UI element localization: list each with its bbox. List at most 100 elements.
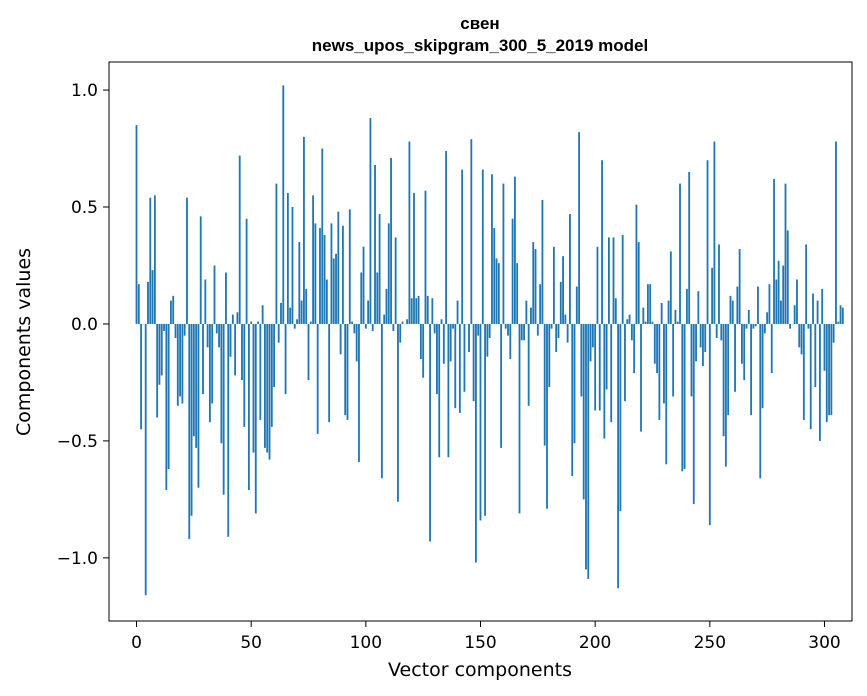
bar-component-269 xyxy=(752,323,755,329)
bar-component-167 xyxy=(518,323,521,514)
bar-component-69 xyxy=(293,323,296,329)
bar-component-225 xyxy=(651,321,654,324)
bar-component-166 xyxy=(516,263,519,324)
bar-component-284 xyxy=(786,230,789,324)
y-tick-label: 0.0 xyxy=(71,315,98,335)
bar-component-5 xyxy=(147,281,149,324)
bar-component-137 xyxy=(449,323,452,362)
bar-component-297 xyxy=(816,300,819,324)
bar-component-101 xyxy=(367,300,370,324)
bar-component-105 xyxy=(376,272,379,324)
bar-component-140 xyxy=(456,300,459,324)
bar-component-176 xyxy=(539,284,542,324)
bar-component-121 xyxy=(413,192,415,324)
bar-component-303 xyxy=(830,323,833,416)
bar-component-118 xyxy=(406,319,409,324)
bar-component-130 xyxy=(433,323,436,334)
bar-component-107 xyxy=(380,323,383,479)
bar-component-283 xyxy=(784,183,787,324)
bar-component-103 xyxy=(371,323,374,331)
bar-component-207 xyxy=(610,323,613,423)
bar-component-133 xyxy=(440,319,443,324)
bar-component-50 xyxy=(250,321,253,324)
bar-component-246 xyxy=(699,323,702,348)
bar-component-178 xyxy=(543,323,546,446)
bar-component-66 xyxy=(286,192,289,324)
bar-component-37 xyxy=(220,323,223,444)
bar-component-43 xyxy=(234,323,237,376)
bar-component-249 xyxy=(706,160,709,324)
bar-component-93 xyxy=(348,209,351,324)
bar-component-62 xyxy=(277,323,280,343)
bar-component-40 xyxy=(227,323,230,537)
bar-component-165 xyxy=(513,176,516,324)
bar-component-216 xyxy=(630,323,633,341)
bar-component-2 xyxy=(140,323,143,430)
bar-component-28 xyxy=(199,216,202,324)
bar-component-251 xyxy=(711,267,714,324)
bar-component-113 xyxy=(394,237,397,324)
y-tick-label: −1.0 xyxy=(57,549,98,569)
bar-component-146 xyxy=(470,139,473,324)
bar-component-97 xyxy=(358,323,360,462)
bar-component-245 xyxy=(697,291,700,324)
bar-component-241 xyxy=(688,171,691,324)
bar-component-262 xyxy=(736,286,739,324)
bar-component-16 xyxy=(172,295,175,324)
bar-component-306 xyxy=(837,321,840,324)
bar-component-35 xyxy=(215,323,218,334)
bar-component-233 xyxy=(669,251,672,324)
bar-component-111 xyxy=(390,157,392,324)
bar-component-194 xyxy=(580,323,583,397)
bar-component-229 xyxy=(660,302,663,324)
bar-component-78 xyxy=(314,223,317,324)
bar-component-112 xyxy=(392,323,395,331)
bar-component-197 xyxy=(587,323,590,579)
bar-component-119 xyxy=(408,141,411,324)
bar-component-291 xyxy=(802,323,805,420)
bar-component-115 xyxy=(399,323,402,343)
bar-component-47 xyxy=(243,323,246,427)
bar-component-70 xyxy=(296,319,298,324)
bar-component-8 xyxy=(153,195,156,324)
bar-component-209 xyxy=(614,298,617,324)
bar-component-224 xyxy=(649,284,652,324)
bar-component-138 xyxy=(452,323,454,329)
y-tick-label: −0.5 xyxy=(57,432,98,452)
bar-component-7 xyxy=(151,270,154,324)
bar-component-65 xyxy=(284,323,287,395)
bar-component-51 xyxy=(252,323,255,453)
bar-component-57 xyxy=(266,323,269,453)
bar-component-184 xyxy=(557,323,560,338)
bar-component-213 xyxy=(624,323,626,402)
bar-component-150 xyxy=(479,323,482,521)
bar-component-123 xyxy=(417,295,420,324)
bar-component-147 xyxy=(472,323,475,402)
bar-component-27 xyxy=(197,323,200,488)
bar-component-38 xyxy=(222,323,225,495)
bar-component-132 xyxy=(438,323,441,458)
bar-component-278 xyxy=(773,178,775,324)
bar-component-168 xyxy=(520,323,523,341)
bar-component-6 xyxy=(149,197,152,324)
bar-component-58 xyxy=(268,323,271,460)
bar-component-242 xyxy=(690,323,693,397)
bar-component-247 xyxy=(702,323,704,367)
bar-component-219 xyxy=(637,242,640,324)
bar-component-234 xyxy=(672,323,675,397)
bar-component-79 xyxy=(316,323,319,434)
bar-component-1 xyxy=(137,284,140,324)
bar-component-13 xyxy=(165,323,168,491)
bar-component-158 xyxy=(497,263,500,324)
bar-component-142 xyxy=(461,169,464,324)
x-tick-label: 200 xyxy=(579,633,611,653)
bar-component-36 xyxy=(218,323,220,348)
bar-component-307 xyxy=(839,305,842,324)
bar-component-91 xyxy=(344,323,347,416)
bar-component-76 xyxy=(309,321,312,324)
bar-component-22 xyxy=(186,197,188,324)
bar-component-179 xyxy=(546,323,548,509)
bar-component-80 xyxy=(319,228,321,324)
bar-component-148 xyxy=(475,323,477,563)
bar-component-64 xyxy=(282,85,285,324)
